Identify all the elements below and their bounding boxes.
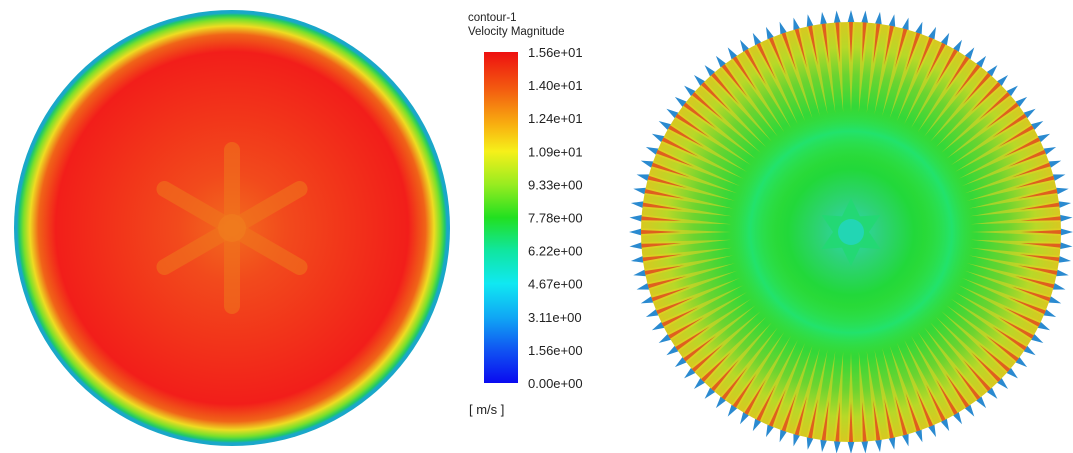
legend-tick-label: 4.67e+00 (528, 277, 583, 292)
right-star-hub (838, 219, 864, 245)
legend-tick-label: 9.33e+00 (528, 177, 583, 192)
left-star-hub (218, 214, 246, 242)
right-center-star (821, 198, 881, 266)
right-velocity-contour (629, 10, 1073, 453)
legend-tick-label: 1.56e+00 (528, 343, 583, 358)
legend-tick-label: 1.40e+01 (528, 78, 583, 93)
legend-tick-label: 1.09e+01 (528, 144, 583, 159)
legend-title: contour-1 (468, 12, 517, 24)
legend-tick-label: 1.56e+01 (528, 45, 583, 60)
legend-colorbar (484, 52, 518, 383)
left-center-star (156, 142, 308, 314)
legend-quantity: Velocity Magnitude (468, 26, 565, 38)
legend-ticks: 1.56e+01 1.40e+01 1.24e+01 1.09e+01 9.33e+00… (528, 45, 583, 391)
legend-tick-label: 7.78e+00 (528, 211, 583, 226)
left-velocity-contour (14, 10, 450, 446)
legend-unit: [ m/s ] (469, 402, 504, 417)
velocity-legend: contour-1 Velocity Magnitude 1.56e+01 1.4… (468, 12, 583, 417)
legend-tick-label: 1.24e+01 (528, 111, 583, 126)
legend-tick-label: 0.00e+00 (528, 376, 583, 391)
legend-tick-label: 3.11e+00 (528, 310, 582, 325)
legend-tick-label: 6.22e+00 (528, 244, 583, 259)
